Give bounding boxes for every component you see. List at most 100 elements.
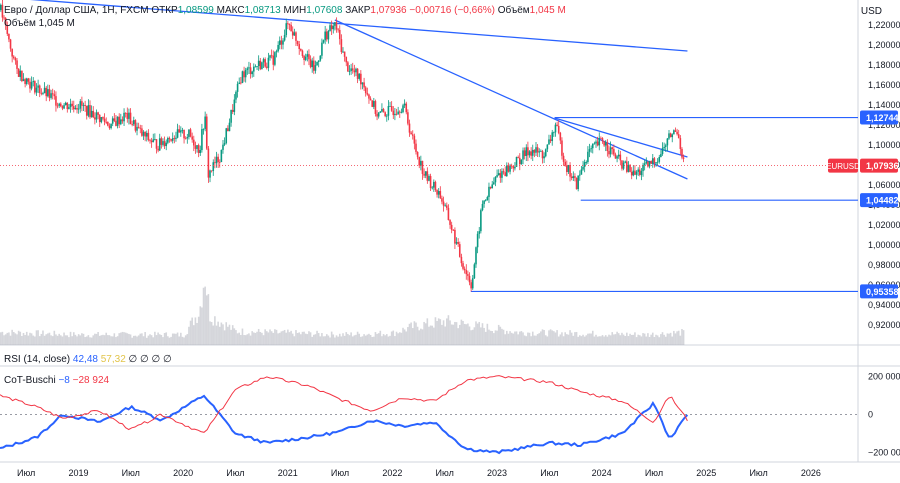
volume-bar	[624, 335, 627, 345]
volume-bar	[309, 332, 312, 345]
candle-body	[381, 109, 383, 112]
volume-bar	[6, 332, 9, 345]
candle-body	[147, 132, 150, 140]
candle-body	[651, 158, 654, 164]
candle-body	[616, 156, 618, 159]
volume-bar	[634, 332, 636, 345]
candle-body	[303, 55, 305, 60]
volume-bar	[580, 336, 583, 345]
time-tick-label: Июл	[122, 468, 140, 478]
volume-bar	[561, 332, 563, 345]
volume-bar	[608, 334, 610, 345]
volume-bar	[376, 333, 378, 345]
volume-bar	[227, 326, 229, 345]
candle-body	[541, 150, 544, 159]
volume-bar	[178, 336, 181, 345]
candle-body	[191, 136, 193, 140]
candle-body	[19, 70, 22, 77]
candle-body	[145, 132, 148, 137]
candle-body	[345, 56, 348, 63]
candle-body	[465, 270, 468, 275]
volume-bar	[1, 331, 4, 345]
candle-body	[136, 126, 138, 131]
candle-body	[244, 69, 247, 78]
currency-label[interactable]: USD	[860, 6, 882, 17]
candle-body	[507, 165, 510, 172]
volume-bar	[230, 329, 232, 345]
candle-body	[593, 143, 596, 145]
cot-series-line	[0, 394, 689, 455]
candle-body	[113, 118, 116, 121]
candle-body	[141, 128, 143, 136]
volume-bar	[603, 336, 605, 345]
volume-bar	[40, 333, 43, 345]
candle-body	[364, 87, 367, 94]
time-tick-label: Июл	[331, 468, 349, 478]
horizontal-levels[interactable]	[470, 116, 858, 293]
volume-bar	[635, 337, 638, 345]
volume-bar	[145, 337, 148, 345]
time-tick-label: 2020	[173, 468, 193, 478]
volume-bar	[116, 336, 119, 345]
candle-body	[567, 164, 570, 172]
volume-bar	[162, 337, 164, 345]
volume-bar	[175, 333, 177, 345]
volume-bar	[604, 335, 607, 345]
candle-body	[457, 242, 459, 245]
volume-bar	[50, 335, 52, 345]
volume-bar	[21, 336, 23, 345]
trendlines[interactable]	[0, 0, 688, 180]
volume-bar	[222, 324, 224, 345]
time-tick-label: Июл	[645, 468, 663, 478]
volume-bar	[329, 337, 331, 345]
candle-body	[170, 139, 172, 141]
candle-body	[262, 59, 265, 63]
candle-body	[275, 51, 278, 53]
time-tick-label: 2022	[382, 468, 402, 478]
volume-bar	[361, 336, 364, 345]
candle-body	[277, 44, 279, 52]
volume-bar	[423, 321, 425, 345]
volume-bar	[48, 332, 51, 345]
time-tick-label: Июл	[540, 468, 558, 478]
volume-bar	[223, 330, 226, 345]
volume-bar	[390, 331, 393, 345]
cot-name: CoT-Buschi	[4, 375, 56, 386]
candle-body	[11, 48, 13, 57]
volume-bar	[377, 333, 380, 345]
candle-body	[572, 176, 575, 179]
volume-bar	[19, 331, 22, 345]
candle-body	[94, 117, 96, 120]
candle-body	[53, 94, 56, 97]
volume-bar	[152, 337, 155, 345]
volume-bar	[609, 335, 612, 345]
volume-bar	[491, 331, 494, 345]
volume-bar	[167, 336, 169, 345]
volume-bar	[382, 334, 385, 345]
volume-bar	[270, 331, 273, 345]
candle-body	[681, 148, 683, 158]
volume-bar	[405, 331, 408, 345]
volume-bar	[562, 336, 565, 345]
candle-body	[64, 102, 67, 106]
candle-body	[509, 165, 511, 172]
volume-bar	[233, 328, 236, 345]
volume-bar	[416, 326, 419, 345]
volume-bar	[107, 335, 109, 345]
candle-body	[301, 50, 304, 56]
volume-bar	[426, 318, 429, 345]
candle-body	[220, 149, 223, 163]
candle-body	[494, 176, 497, 183]
volume-bar	[446, 318, 448, 345]
volume-bar	[330, 331, 333, 345]
volume-bar	[682, 330, 685, 345]
candle-body	[371, 100, 373, 107]
candle-body	[201, 129, 203, 151]
volume-bar	[34, 336, 36, 345]
volume-bar	[431, 325, 434, 345]
volume-bar	[655, 334, 657, 345]
volume-bar	[313, 334, 315, 345]
open-label: ОТКР	[151, 5, 178, 16]
candle-body	[347, 62, 349, 72]
